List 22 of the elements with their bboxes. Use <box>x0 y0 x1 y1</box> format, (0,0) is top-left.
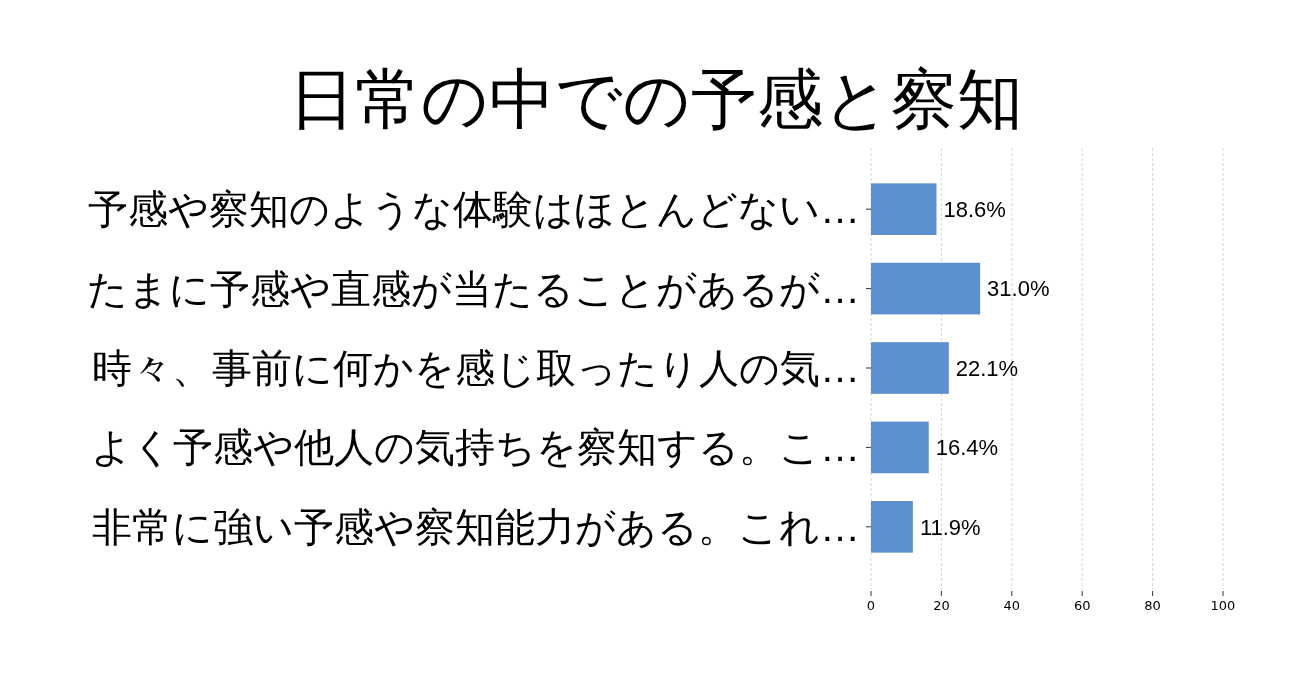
x-tick-label: 0 <box>866 598 876 613</box>
bar <box>871 262 981 315</box>
bar <box>871 183 937 235</box>
data-label: 22.1% <box>955 355 1019 381</box>
data-label: 11.9% <box>919 514 981 540</box>
x-tick-label: 40 <box>1003 598 1021 613</box>
y-tick-label: たまに予感や直感が当たることがあるが… <box>87 266 860 311</box>
y-tick-label: よく予感や他人の気持ちを察知する。こ… <box>91 425 860 470</box>
x-tick-label: 60 <box>1073 598 1091 613</box>
y-tick-label: 時々、事前に何かを感じ取ったり人の気… <box>92 346 860 390</box>
y-tick-label: 非常に強い予感や察知能力がある。これ… <box>92 504 860 549</box>
data-label: 18.6% <box>943 196 1006 222</box>
data-label: 31.0% <box>987 276 1050 302</box>
x-tick-label: 100 <box>1210 598 1236 613</box>
bar <box>871 501 913 553</box>
y-tick-label: 予感や察知のような体験はほとんどない… <box>88 187 860 232</box>
bar <box>871 421 929 474</box>
x-tick-label: 20 <box>933 598 950 613</box>
bar <box>871 342 949 394</box>
data-label: 16.4% <box>935 435 999 461</box>
chart-title: 日常の中での予感と察知 <box>289 62 1023 136</box>
x-tick-label: 80 <box>1144 598 1161 613</box>
